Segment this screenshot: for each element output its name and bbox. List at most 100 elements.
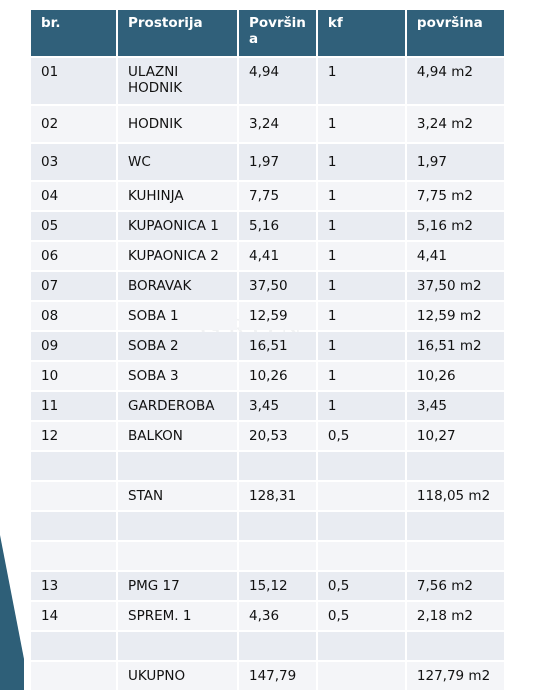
- cell-area: 7,75: [239, 182, 316, 210]
- cell-room: HODNIK: [118, 106, 237, 142]
- table-row: [31, 512, 504, 540]
- cell-room: [118, 542, 237, 570]
- table-row: 03 WC 1,97 1 1,97: [31, 144, 504, 180]
- table-row: 04 KUHINJA 7,75 1 7,75 m2: [31, 182, 504, 210]
- cell-coefficient: 1: [317, 182, 405, 210]
- cell-coefficient: [317, 452, 405, 480]
- cell-net-area: [406, 512, 504, 540]
- table-row: 09 SOBA 2 16,51 1 16,51 m2: [31, 332, 504, 360]
- cell-area: 4,36: [239, 602, 316, 630]
- cell-area: 10,26: [239, 362, 316, 390]
- cell-net-area: [406, 632, 504, 660]
- table-row: 01 ULAZNI HODNIK 4,94 1 4,94 m2: [31, 58, 504, 104]
- table-row: UKUPNO 147,79 127,79 m2: [31, 662, 504, 690]
- cell-number: 01: [31, 58, 116, 104]
- cell-coefficient: [317, 662, 405, 690]
- cell-coefficient: 1: [317, 106, 405, 142]
- cell-room: SOBA 1: [118, 302, 237, 330]
- cell-number: 14: [31, 602, 116, 630]
- cell-number: 09: [31, 332, 116, 360]
- cell-net-area: 10,26: [406, 362, 504, 390]
- table-header-row: br. Prostorija Površin a kf površina: [31, 10, 504, 56]
- header-area: Površin a: [239, 10, 316, 56]
- cell-room: SOBA 3: [118, 362, 237, 390]
- cell-coefficient: 1: [317, 362, 405, 390]
- cell-area: 3,24: [239, 106, 316, 142]
- cell-room: UKUPNO: [118, 662, 237, 690]
- cell-area: [239, 512, 316, 540]
- header-number: br.: [31, 10, 116, 56]
- cell-area: [239, 632, 316, 660]
- cell-area: 37,50: [239, 272, 316, 300]
- cell-number: 07: [31, 272, 116, 300]
- cell-coefficient: 0,5: [317, 602, 405, 630]
- cell-number: 10: [31, 362, 116, 390]
- cell-number: [31, 512, 116, 540]
- cell-area: 4,41: [239, 242, 316, 270]
- cell-number: [31, 542, 116, 570]
- cell-coefficient: 1: [317, 332, 405, 360]
- cell-coefficient: 0,5: [317, 422, 405, 450]
- cell-number: [31, 482, 116, 510]
- table-row: 06 KUPAONICA 2 4,41 1 4,41: [31, 242, 504, 270]
- cell-number: 12: [31, 422, 116, 450]
- cell-net-area: 118,05 m2: [406, 482, 504, 510]
- cell-number: 02: [31, 106, 116, 142]
- cell-room: KUPAONICA 1: [118, 212, 237, 240]
- cell-area: 147,79: [239, 662, 316, 690]
- table-row: [31, 452, 504, 480]
- header-net-area: površina: [406, 10, 504, 56]
- cell-room: KUPAONICA 2: [118, 242, 237, 270]
- cell-coefficient: 1: [317, 144, 405, 180]
- cell-coefficient: 0,5: [317, 572, 405, 600]
- cell-number: 08: [31, 302, 116, 330]
- cell-number: 05: [31, 212, 116, 240]
- cell-area: 3,45: [239, 392, 316, 420]
- cell-coefficient: [317, 512, 405, 540]
- cell-area: 128,31: [239, 482, 316, 510]
- cell-net-area: 3,45: [406, 392, 504, 420]
- cell-area: [239, 542, 316, 570]
- table-row: 11 GARDEROBA 3,45 1 3,45: [31, 392, 504, 420]
- cell-coefficient: [317, 632, 405, 660]
- cell-net-area: [406, 452, 504, 480]
- cell-area: 20,53: [239, 422, 316, 450]
- header-room: Prostorija: [118, 10, 237, 56]
- table-row: [31, 542, 504, 570]
- cell-number: 06: [31, 242, 116, 270]
- cell-area: [239, 452, 316, 480]
- cell-coefficient: [317, 482, 405, 510]
- cell-room: KUHINJA: [118, 182, 237, 210]
- room-area-table: br. Prostorija Površin a kf površina 01 U…: [29, 8, 506, 692]
- cell-net-area: 37,50 m2: [406, 272, 504, 300]
- cell-room: [118, 512, 237, 540]
- decorative-accent-shape: [0, 535, 24, 690]
- cell-net-area: 5,16 m2: [406, 212, 504, 240]
- cell-room: PMG 17: [118, 572, 237, 600]
- cell-coefficient: 1: [317, 58, 405, 104]
- cell-number: 13: [31, 572, 116, 600]
- cell-room: [118, 452, 237, 480]
- cell-room: BALKON: [118, 422, 237, 450]
- cell-coefficient: 1: [317, 392, 405, 420]
- cell-room: WC: [118, 144, 237, 180]
- table-row: 05 KUPAONICA 1 5,16 1 5,16 m2: [31, 212, 504, 240]
- cell-area: 5,16: [239, 212, 316, 240]
- cell-number: 04: [31, 182, 116, 210]
- cell-number: [31, 662, 116, 690]
- cell-area: 15,12: [239, 572, 316, 600]
- cell-coefficient: 1: [317, 272, 405, 300]
- table-row: 13 PMG 17 15,12 0,5 7,56 m2: [31, 572, 504, 600]
- cell-coefficient: 1: [317, 302, 405, 330]
- cell-coefficient: 1: [317, 212, 405, 240]
- cell-net-area: 4,94 m2: [406, 58, 504, 104]
- cell-number: 03: [31, 144, 116, 180]
- cell-net-area: 1,97: [406, 144, 504, 180]
- table-row: 12 BALKON 20,53 0,5 10,27: [31, 422, 504, 450]
- cell-net-area: 3,24 m2: [406, 106, 504, 142]
- cell-area: 1,97: [239, 144, 316, 180]
- cell-net-area: 127,79 m2: [406, 662, 504, 690]
- table-row: 02 HODNIK 3,24 1 3,24 m2: [31, 106, 504, 142]
- cell-room: [118, 632, 237, 660]
- header-coefficient: kf: [317, 10, 405, 56]
